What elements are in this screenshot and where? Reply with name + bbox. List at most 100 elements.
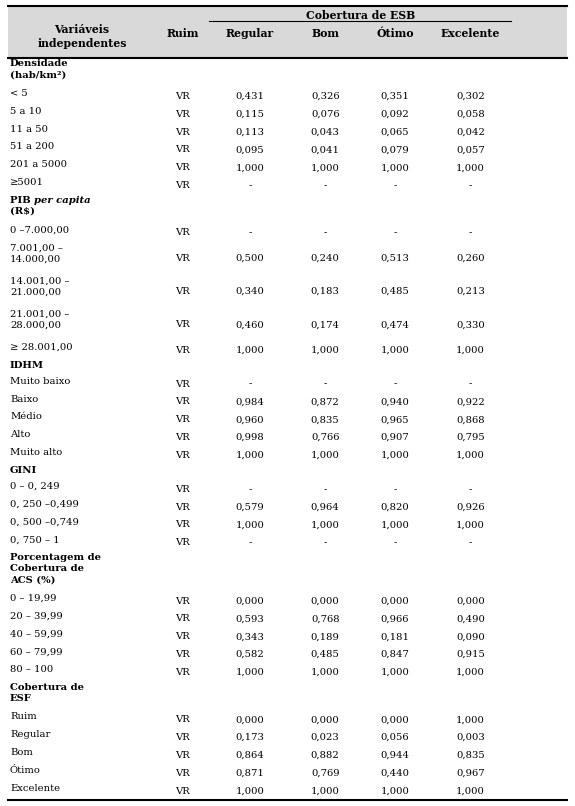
Text: -: - — [248, 380, 251, 388]
Text: VR: VR — [175, 181, 190, 190]
Text: VR: VR — [175, 538, 190, 547]
Text: 0,095: 0,095 — [235, 145, 264, 155]
Text: 0,795: 0,795 — [456, 433, 485, 442]
Text: VR: VR — [175, 110, 190, 118]
Text: -: - — [324, 380, 327, 388]
Text: VR: VR — [175, 320, 190, 330]
Text: 0,579: 0,579 — [235, 503, 264, 512]
Text: 201 a 5000: 201 a 5000 — [10, 160, 67, 169]
Text: 0,960: 0,960 — [235, 415, 264, 424]
Text: 0,490: 0,490 — [456, 614, 485, 624]
Text: Excelente: Excelente — [10, 783, 60, 792]
Text: -: - — [469, 228, 472, 238]
Text: 0,058: 0,058 — [456, 110, 485, 118]
Text: 1,000: 1,000 — [381, 164, 409, 172]
Text: VR: VR — [175, 451, 190, 460]
Text: 1,000: 1,000 — [235, 164, 264, 172]
Text: 0,326: 0,326 — [311, 92, 340, 101]
Text: 0 – 0, 249: 0 – 0, 249 — [10, 482, 60, 491]
Text: 0 – 19,99: 0 – 19,99 — [10, 594, 56, 603]
Text: 0, 250 –0,499: 0, 250 –0,499 — [10, 500, 79, 509]
Text: 0,065: 0,065 — [381, 127, 409, 136]
Text: ≥ 28.001,00: ≥ 28.001,00 — [10, 343, 72, 352]
Text: 0,183: 0,183 — [311, 287, 340, 296]
Text: 0,000: 0,000 — [235, 715, 264, 725]
Text: 1,000: 1,000 — [381, 668, 409, 677]
Text: 0,113: 0,113 — [235, 127, 264, 136]
Text: Muito alto: Muito alto — [10, 448, 62, 457]
Text: 0,871: 0,871 — [235, 769, 264, 778]
Text: 14.001,00 –
21.000,00: 14.001,00 – 21.000,00 — [10, 276, 70, 297]
Text: 0, 500 –0,749: 0, 500 –0,749 — [10, 517, 79, 526]
Text: 0,302: 0,302 — [456, 92, 485, 101]
Text: ≥5001: ≥5001 — [10, 178, 44, 187]
Text: VR: VR — [175, 127, 190, 136]
Text: VR: VR — [175, 733, 190, 742]
Text: GINI: GINI — [10, 466, 37, 475]
Text: Variáveis
independentes: Variáveis independentes — [37, 24, 127, 48]
Text: VR: VR — [175, 164, 190, 172]
Text: 1,000: 1,000 — [456, 715, 485, 725]
Text: -: - — [393, 380, 397, 388]
Text: 0,998: 0,998 — [235, 433, 264, 442]
Text: 1,000: 1,000 — [381, 787, 409, 796]
Text: 0,868: 0,868 — [456, 415, 485, 424]
Text: 0,984: 0,984 — [235, 397, 264, 406]
Text: 1,000: 1,000 — [311, 451, 340, 460]
Text: VR: VR — [175, 715, 190, 725]
Text: 0,260: 0,260 — [456, 254, 485, 263]
Bar — [8, 6, 567, 58]
Text: 11 a 50: 11 a 50 — [10, 125, 48, 134]
Text: 0,966: 0,966 — [381, 614, 409, 624]
Text: 0,940: 0,940 — [381, 397, 409, 406]
Text: 0,000: 0,000 — [456, 596, 485, 605]
Text: 0,922: 0,922 — [456, 397, 485, 406]
Text: Ótimo: Ótimo — [10, 766, 41, 775]
Text: 0,041: 0,041 — [310, 145, 340, 155]
Text: 0,000: 0,000 — [381, 596, 409, 605]
Text: -: - — [393, 228, 397, 238]
Text: -: - — [469, 181, 472, 190]
Text: VR: VR — [175, 614, 190, 624]
Text: -: - — [469, 484, 472, 494]
Text: 0,240: 0,240 — [311, 254, 340, 263]
Text: 0,092: 0,092 — [381, 110, 409, 118]
Text: 0,000: 0,000 — [381, 715, 409, 725]
Text: 0,967: 0,967 — [456, 769, 485, 778]
Text: 60 – 79,99: 60 – 79,99 — [10, 647, 63, 656]
Text: 0,042: 0,042 — [456, 127, 485, 136]
Text: Cobertura de ESB: Cobertura de ESB — [305, 10, 415, 21]
Text: VR: VR — [175, 397, 190, 406]
Text: 1,000: 1,000 — [456, 787, 485, 796]
Text: 7.001,00 –
14.000,00: 7.001,00 – 14.000,00 — [10, 243, 63, 264]
Text: Regular: Regular — [225, 28, 274, 39]
Text: 0,090: 0,090 — [456, 632, 485, 642]
Text: -: - — [324, 181, 327, 190]
Text: VR: VR — [175, 521, 190, 530]
Text: 0,181: 0,181 — [381, 632, 409, 642]
Text: -: - — [248, 538, 251, 547]
Text: 0,582: 0,582 — [235, 650, 264, 659]
Text: VR: VR — [175, 787, 190, 796]
Text: -: - — [469, 538, 472, 547]
Text: -: - — [248, 228, 251, 238]
Text: 1,000: 1,000 — [381, 451, 409, 460]
Text: 0,330: 0,330 — [456, 320, 485, 330]
Text: 0 –7.000,00: 0 –7.000,00 — [10, 226, 69, 235]
Text: VR: VR — [175, 433, 190, 442]
Text: 1,000: 1,000 — [311, 164, 340, 172]
Text: -: - — [324, 484, 327, 494]
Text: 1,000: 1,000 — [381, 346, 409, 355]
Text: 21.001,00 –
28.000,00: 21.001,00 – 28.000,00 — [10, 310, 70, 330]
Text: 0,000: 0,000 — [311, 715, 340, 725]
Text: 0,944: 0,944 — [381, 751, 409, 760]
Text: 1,000: 1,000 — [235, 521, 264, 530]
Text: 0,769: 0,769 — [311, 769, 340, 778]
Text: 1,000: 1,000 — [456, 521, 485, 530]
Text: VR: VR — [175, 632, 190, 642]
Text: 0,340: 0,340 — [235, 287, 264, 296]
Text: Porcentagem de
Cobertura de
ACS (%): Porcentagem de Cobertura de ACS (%) — [10, 553, 101, 584]
Text: 0,820: 0,820 — [381, 503, 409, 512]
Text: VR: VR — [175, 751, 190, 760]
Text: 0,835: 0,835 — [311, 415, 340, 424]
